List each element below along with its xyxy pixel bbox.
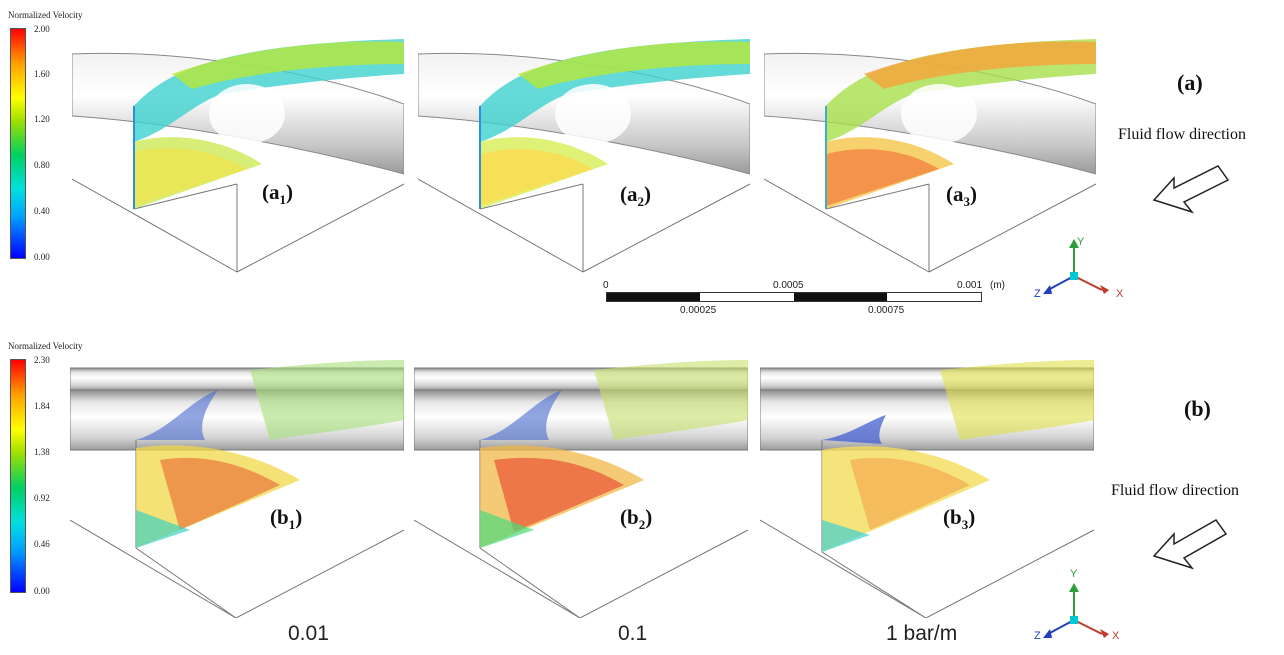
colorbar-a-tick: 2.00 (34, 24, 50, 34)
axis-triad-a-icon (1043, 239, 1109, 294)
panel-label-main: (a (946, 182, 964, 206)
panel-a1-label: (a1) (262, 180, 293, 208)
axis-label-z: Z (1034, 630, 1041, 642)
colorbar-a-ticks: 2.00 1.60 1.20 0.80 0.40 0.00 (34, 24, 74, 264)
panel-label-sub: 1 (288, 517, 296, 533)
panel-label-sub: 3 (961, 517, 969, 533)
row-b-label: (b) (1184, 396, 1211, 421)
colorbar-b-tick: 1.84 (34, 401, 50, 411)
row-b-flow-arrow-icon (1152, 519, 1228, 570)
panel-a1 (72, 34, 404, 274)
panel-label-sub: 2 (637, 194, 645, 210)
panel-label-sub: 1 (279, 192, 287, 208)
axis-label-y: Y (1070, 568, 1078, 580)
colorbar-a-tick: 0.40 (34, 206, 50, 216)
axis-label-y: Y (1077, 236, 1085, 248)
panel-a1-render (72, 39, 404, 273)
scale-bar-segment (607, 293, 700, 301)
colorbar-a-tick: 0.80 (34, 160, 50, 170)
panel-label-main: (b (620, 505, 639, 529)
axis-label-x: X (1116, 288, 1124, 300)
panel-b1-label: (b1) (270, 505, 302, 533)
panel-label-close: ) (645, 505, 653, 529)
colorbar-b-tick: 0.46 (34, 539, 50, 549)
row-a-flow-arrow-icon (1152, 165, 1230, 214)
panel-label-main: (b (270, 505, 289, 529)
panel-label-close: ) (968, 505, 976, 529)
colorbar-b-tick: 2.30 (34, 355, 50, 365)
pressure-label-3: 1 bar/m (886, 622, 958, 645)
colorbar-a-tick: 1.20 (34, 114, 50, 124)
panel-label-close: ) (295, 505, 303, 529)
panel-a3-label: (a3) (946, 182, 977, 210)
colorbar-a-title: Normalized Velocity (8, 10, 83, 20)
row-b-flow-text: Fluid flow direction (1111, 482, 1239, 499)
axis-triad-b-icon (1043, 583, 1109, 638)
scale-label: 0 (603, 280, 609, 291)
scale-label: 0.00025 (680, 305, 717, 316)
panel-b2-render (414, 360, 748, 618)
scale-bar-segment (794, 293, 887, 301)
row-a-flow-text: Fluid flow direction (1118, 126, 1246, 143)
pressure-label-1: 0.01 (288, 622, 329, 645)
panel-a2-label: (a2) (620, 182, 651, 210)
scale-label: 0.0005 (773, 280, 804, 291)
panel-label-close: ) (970, 182, 977, 206)
panel-label-close: ) (644, 182, 651, 206)
panel-label-main: (a (620, 182, 638, 206)
colorbar-b-ticks: 2.30 1.84 1.38 0.92 0.46 0.00 (34, 355, 74, 600)
panel-b3-render (760, 360, 1094, 618)
colorbar-b-tick: 0.92 (34, 493, 50, 503)
colorbar-b-tick: 1.38 (34, 447, 50, 457)
panel-a2-render (418, 39, 750, 273)
colorbar-b (10, 359, 26, 593)
panel-b2-label: (b2) (620, 505, 652, 533)
panel-label-sub: 3 (963, 194, 971, 210)
colorbar-b-tick: 0.00 (34, 586, 50, 596)
panel-b1 (70, 360, 404, 618)
panel-label-main: (b (943, 505, 962, 529)
colorbar-a-tick: 1.60 (34, 69, 50, 79)
axis-label-x: X (1112, 630, 1120, 642)
scale-bar (606, 292, 982, 302)
row-a-label: (a) (1177, 70, 1203, 95)
scale-label: 0.00075 (868, 305, 905, 316)
axis-label-z: Z (1034, 288, 1041, 300)
panel-a3 (764, 34, 1096, 274)
scale-label: 0.001 (957, 280, 983, 291)
panel-b3 (760, 360, 1094, 618)
panel-a3-render (764, 39, 1096, 273)
colorbar-b-title: Normalized Velocity (8, 341, 83, 351)
colorbar-a (10, 28, 26, 259)
scale-unit: (m) (990, 280, 1005, 291)
panel-label-close: ) (286, 180, 293, 204)
panel-b3-label: (b3) (943, 505, 975, 533)
pressure-label-2: 0.1 (618, 622, 648, 645)
panel-label-sub: 2 (638, 517, 646, 533)
colorbar-a-tick: 0.00 (34, 252, 50, 262)
panel-b1-render (70, 360, 404, 618)
panel-a2 (418, 34, 750, 274)
panel-label-main: (a (262, 180, 280, 204)
panel-b2 (414, 360, 748, 618)
